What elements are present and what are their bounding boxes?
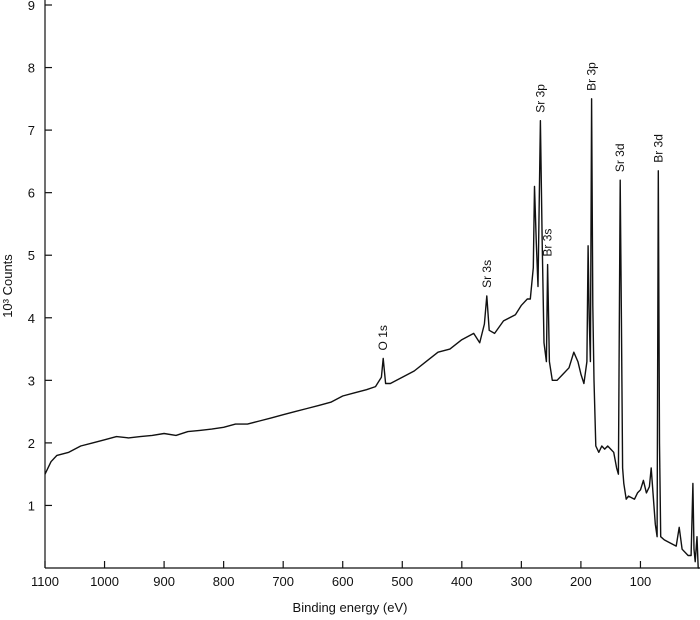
y-axis-label: 10³ Counts xyxy=(0,254,15,318)
x-tick-label: 100 xyxy=(630,574,652,589)
peak-annotation: O 1s xyxy=(376,325,390,350)
x-tick-label: 200 xyxy=(570,574,592,589)
x-axis-label: Binding energy (eV) xyxy=(293,600,408,615)
x-tick-label: 500 xyxy=(391,574,413,589)
peak-annotation: Sr 3s xyxy=(480,260,494,288)
y-tick-label: 6 xyxy=(28,186,35,201)
x-tick-label: 1000 xyxy=(90,574,119,589)
x-tick-label: 600 xyxy=(332,574,354,589)
x-tick-label: 700 xyxy=(272,574,294,589)
x-tick-label: 900 xyxy=(153,574,175,589)
y-tick-label: 3 xyxy=(28,373,35,388)
peak-annotation: Sr 3p xyxy=(533,84,547,113)
peak-annotation: Br 3p xyxy=(585,62,599,91)
x-tick-label: 300 xyxy=(511,574,533,589)
x-tick-label: 1100 xyxy=(31,574,59,589)
peak-annotation: Sr 3d xyxy=(613,143,627,172)
peak-annotation: Br 3d xyxy=(651,134,665,163)
y-tick-label: 5 xyxy=(28,248,35,263)
peak-annotation: Br 3s xyxy=(541,229,555,257)
y-tick-label: 9 xyxy=(28,0,35,13)
y-tick-label: 4 xyxy=(28,311,35,326)
y-tick-label: 8 xyxy=(28,61,35,76)
y-tick-label: 7 xyxy=(28,123,35,138)
x-tick-label: 400 xyxy=(451,574,473,589)
spectrum-line xyxy=(44,98,700,569)
x-tick-label: 800 xyxy=(213,574,235,589)
y-tick-label: 1 xyxy=(28,498,35,513)
y-tick-label: 2 xyxy=(28,436,35,451)
